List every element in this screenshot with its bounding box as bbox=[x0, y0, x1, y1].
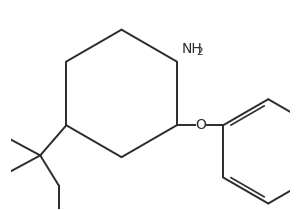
Text: 2: 2 bbox=[197, 47, 203, 57]
Text: NH: NH bbox=[182, 42, 202, 56]
Text: O: O bbox=[196, 118, 206, 132]
